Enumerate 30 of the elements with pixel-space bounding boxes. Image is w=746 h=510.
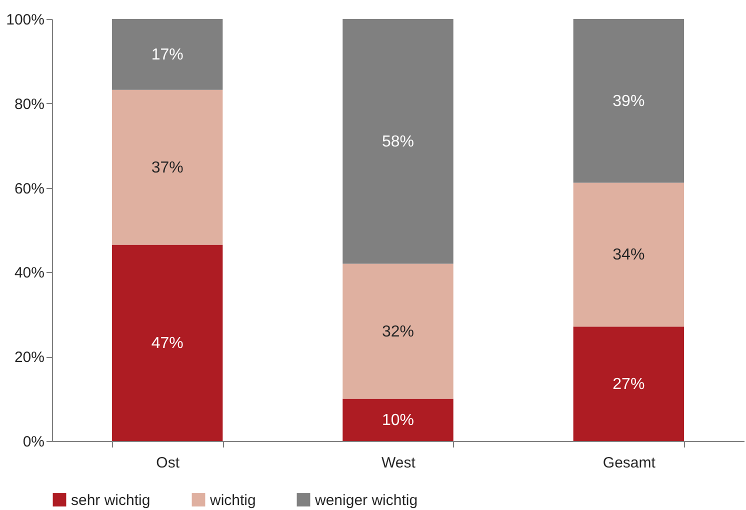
data-label: 39% [612, 92, 645, 110]
bar [342, 398, 454, 441]
data-label: 58% [382, 133, 414, 150]
data-label: 10% [382, 412, 414, 429]
data-label: 34% [612, 246, 645, 264]
bar [573, 182, 684, 327]
y-tick-label: 80% [14, 96, 44, 113]
x-tick-label: West [382, 454, 416, 472]
y-tick-label: 40% [14, 264, 44, 282]
bar [573, 326, 684, 441]
data-label: 27% [612, 376, 645, 393]
y-tick-label: 100% [6, 12, 44, 28]
bar [342, 19, 454, 264]
data-label: 32% [382, 323, 414, 340]
x-tick-label: Ost [156, 454, 180, 472]
bar [112, 244, 223, 441]
x-tick-label: Gesamt [602, 454, 656, 472]
data-label: 47% [151, 334, 184, 352]
data-label: 17% [151, 46, 184, 64]
y-tick-label: 60% [14, 180, 44, 198]
bar [573, 19, 684, 183]
legend-label: sehr wichtig [71, 492, 150, 509]
y-tick-label: 0% [22, 434, 44, 450]
bar [112, 19, 223, 90]
bar [342, 264, 454, 399]
legend-label: wichtig [209, 492, 256, 509]
legend-label: weniger wichtig [314, 492, 418, 509]
bar [112, 90, 223, 245]
y-tick-label: 20% [14, 349, 44, 366]
data-label: 37% [151, 159, 184, 176]
